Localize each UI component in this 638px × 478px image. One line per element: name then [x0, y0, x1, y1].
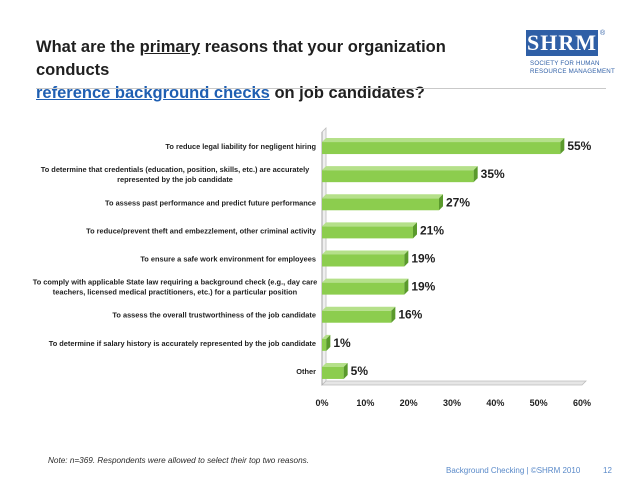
bar-top: [322, 138, 565, 143]
category-label: represented by the job candidate: [117, 175, 233, 184]
bar-end: [413, 222, 417, 239]
bar: [322, 142, 561, 155]
logo-wordmark: SHRM: [526, 30, 598, 56]
bar: [322, 282, 405, 295]
title-part1: What are the: [36, 38, 140, 56]
bar: [322, 198, 439, 211]
bar-top: [322, 278, 409, 283]
data-label: 5%: [351, 364, 369, 378]
bar-end: [404, 278, 409, 295]
bar-top: [322, 250, 409, 255]
data-label: 27%: [446, 195, 470, 209]
shrm-logo: SHRM ® SOCIETY FOR HUMAN RESOURCE MANAGE…: [526, 30, 615, 90]
bar-end: [343, 362, 348, 379]
bar-end: [326, 334, 331, 351]
data-label: 21%: [420, 223, 444, 237]
category-label: To determine that credentials (education…: [41, 165, 310, 174]
logo-line-2: RESOURCE MANAGEMENT: [530, 68, 615, 75]
data-label: 35%: [481, 167, 505, 181]
category-label: To comply with applicable State law requ…: [33, 278, 317, 287]
bar: [322, 254, 405, 267]
data-label: 16%: [398, 308, 422, 322]
bar: [322, 226, 413, 239]
x-tick-label: 40%: [486, 398, 504, 408]
bar-top: [322, 362, 348, 367]
bar-end: [439, 194, 443, 211]
data-label: 19%: [411, 252, 435, 266]
category-label: To assess the overall trustworthiness of…: [112, 311, 316, 320]
bar-end: [560, 138, 565, 155]
bar-top: [322, 194, 443, 199]
category-label: teachers, licensed medical practitioners…: [53, 288, 298, 297]
logo-line-1: SOCIETY FOR HUMAN: [530, 60, 600, 67]
category-label: To assess past performance and predict f…: [105, 198, 316, 207]
bar: [322, 366, 344, 379]
data-label: 55%: [567, 139, 591, 153]
category-label: To determine if salary history is accura…: [49, 339, 316, 348]
title-part2: reasons that your organization conducts: [36, 38, 446, 79]
bar-end: [473, 166, 478, 183]
bar: [322, 310, 392, 323]
footer-text: Background Checking | ©SHRM 2010: [446, 466, 581, 475]
bar-top: [322, 222, 417, 227]
title-underlined-word: primary: [139, 38, 201, 56]
category-label: To ensure a safe work environment for em…: [140, 255, 316, 264]
x-tick-label: 20%: [400, 398, 418, 408]
bar-top: [322, 334, 331, 339]
x-tick-label: 0%: [315, 398, 328, 408]
chart-floor: [321, 380, 587, 386]
footnote: Note: n=369. Respondents were allowed to…: [48, 456, 310, 465]
x-tick-label: 50%: [530, 398, 548, 408]
bar: [322, 338, 327, 351]
bar-end: [404, 250, 409, 267]
category-label: To reduce/prevent theft and embezzlement…: [86, 226, 317, 235]
bar-top: [322, 166, 478, 171]
data-label: 19%: [411, 280, 435, 294]
bar: [322, 170, 474, 183]
category-label: To reduce legal liability for negligent …: [165, 142, 316, 151]
bar-end: [391, 306, 396, 323]
data-label: 1%: [333, 336, 351, 350]
page-number: 12: [603, 466, 612, 475]
title-divider: [36, 88, 606, 89]
x-tick-label: 10%: [356, 398, 374, 408]
bar-top: [322, 306, 396, 311]
category-label: Other: [296, 367, 316, 376]
logo-registered-mark: ®: [600, 30, 606, 37]
x-tick-label: 60%: [573, 398, 591, 408]
x-tick-label: 30%: [443, 398, 461, 408]
